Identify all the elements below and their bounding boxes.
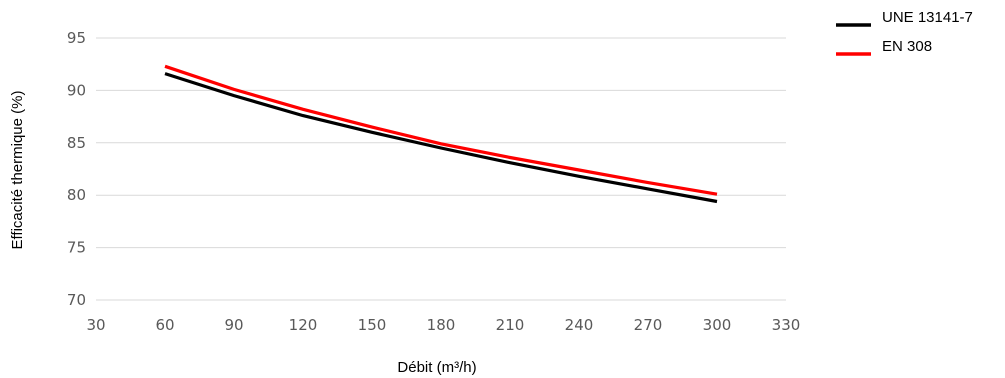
x-tick-label: 120 [289, 316, 318, 334]
y-tick-label: 90 [67, 81, 86, 99]
series-line-2 [164, 64, 718, 196]
x-tick-label: 60 [155, 316, 174, 334]
gridlines [96, 37, 786, 301]
legend-label-1: UNE 13141-7 [882, 9, 973, 26]
legend-label-2: EN 308 [882, 38, 932, 55]
x-tick-label: 90 [224, 316, 243, 334]
x-tick-label: 270 [634, 316, 663, 334]
x-tick-label: 240 [565, 316, 594, 334]
x-tick-labels: 30 60 90 120 150 180 210 240 270 300 330 [86, 316, 800, 334]
x-axis-title: Débit (m³/h) [397, 359, 476, 376]
x-tick-label: 300 [703, 316, 732, 334]
x-tick-label: 150 [358, 316, 387, 334]
y-tick-label: 70 [67, 291, 86, 309]
y-tick-label: 85 [67, 134, 86, 152]
x-tick-label: 180 [427, 316, 456, 334]
y-tick-label: 75 [67, 239, 86, 257]
y-axis-title: Efficacité thermique (%) [9, 91, 26, 250]
x-tick-label: 210 [496, 316, 525, 334]
legend: UNE 13141-7 EN 308 [836, 9, 973, 56]
y-tick-label: 80 [67, 186, 86, 204]
series-line-1 [164, 72, 718, 204]
x-tick-label: 330 [772, 316, 801, 334]
y-tick-labels: 70 75 80 85 90 95 [67, 29, 86, 309]
series-lines [164, 64, 718, 204]
y-tick-label: 95 [67, 29, 86, 47]
x-tick-label: 30 [86, 316, 105, 334]
